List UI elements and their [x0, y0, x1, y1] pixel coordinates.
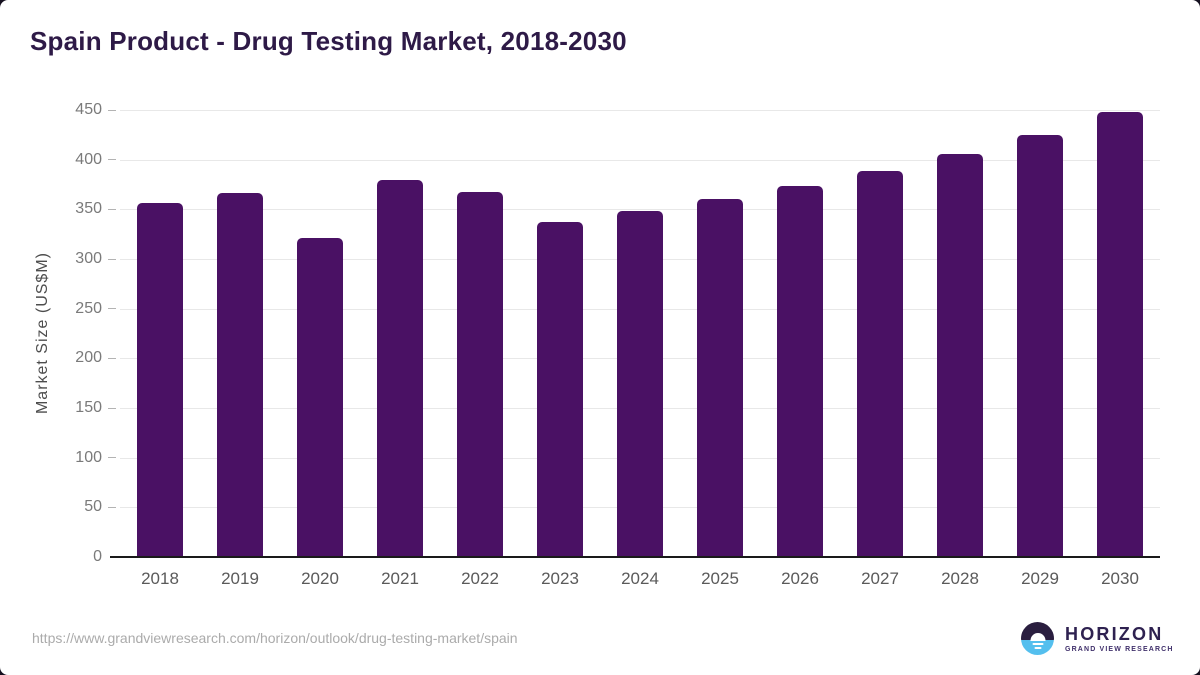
- plot-area: 2018 2019 2020 2021 2022 2023 2024 2025 2026 2027…: [75, 102, 1160, 588]
- bar-2024[interactable]: [617, 211, 663, 557]
- sun-icon: [1030, 632, 1045, 641]
- bar-slot-2025: [680, 110, 760, 557]
- bar-2019[interactable]: [217, 193, 263, 557]
- bar-slot-2024: [600, 110, 680, 557]
- x-tick-label-2023: 2023: [541, 569, 579, 588]
- x-tick-label-2030: 2030: [1101, 569, 1139, 588]
- bar-2022[interactable]: [457, 192, 503, 557]
- logo-tagline: GRAND VIEW RESEARCH: [1065, 645, 1174, 653]
- y-tick-mark-450: [108, 109, 116, 111]
- y-tick-mark-250: [108, 308, 116, 310]
- logo-name: HORIZON: [1065, 623, 1164, 644]
- x-tick-label-2020: 2020: [301, 569, 339, 588]
- bar-slot-2030: [1080, 110, 1160, 557]
- x-tick-label-2028: 2028: [941, 569, 979, 588]
- x-tick-label-2027: 2027: [861, 569, 899, 588]
- horizon-logo-text: HORIZON GRAND VIEW RESEARCH: [1065, 625, 1174, 653]
- sun-reflection-line: [1034, 646, 1041, 649]
- gridline-450: [120, 110, 1160, 111]
- y-tick-label-250: 250: [75, 299, 102, 317]
- y-axis-title-text: Market Size (US$M): [34, 252, 51, 415]
- x-tick-label-2019: 2019: [221, 569, 259, 588]
- y-tick-label-400: 400: [75, 150, 102, 168]
- y-tick-mark-100: [108, 457, 116, 459]
- gridline-400: [120, 159, 1160, 161]
- bar-series: [120, 110, 1160, 557]
- x-tick-label-2024: 2024: [621, 569, 659, 588]
- y-tick-label-50: 50: [84, 498, 102, 516]
- x-tick-label-2021: 2021: [381, 569, 419, 588]
- x-tick-label-2029: 2029: [1021, 569, 1059, 588]
- y-tick-mark-150: [108, 407, 116, 409]
- bar-slot-2021: [360, 110, 440, 557]
- x-tick-label-2018: 2018: [141, 569, 179, 588]
- y-tick-label-100: 100: [75, 448, 102, 466]
- y-tick-label-350: 350: [75, 200, 102, 218]
- x-tick-label-2022: 2022: [461, 569, 499, 588]
- x-tick-label-2025: 2025: [701, 569, 739, 588]
- bar-slot-2020: [280, 110, 360, 557]
- bar-slot-2026: [760, 110, 840, 557]
- bar-2028[interactable]: [937, 153, 983, 557]
- y-tick-mark-400: [108, 159, 116, 161]
- bar-2029[interactable]: [1017, 134, 1063, 557]
- bar-slot-2019: [200, 110, 280, 557]
- x-axis-baseline: [110, 556, 1160, 558]
- bar-2026[interactable]: [777, 185, 823, 557]
- x-axis-labels: 2018 2019 2020 2021 2022 2023 2024 2025 2026 2027…: [120, 569, 1160, 589]
- bar-2020[interactable]: [297, 238, 343, 557]
- bar-2023[interactable]: [537, 222, 583, 557]
- bar-2027[interactable]: [857, 170, 903, 557]
- bar-2018[interactable]: [137, 203, 183, 557]
- bar-2021[interactable]: [377, 179, 423, 557]
- y-tick-label-150: 150: [75, 399, 102, 417]
- y-tick-mark-300: [108, 258, 116, 260]
- sun-reflection-line: [1032, 642, 1043, 645]
- x-tick-label-2026: 2026: [781, 569, 819, 588]
- horizon-logo: HORIZON GRAND VIEW RESEARCH: [1021, 622, 1174, 655]
- y-tick-label-200: 200: [75, 349, 102, 367]
- page-title: Spain Product - Drug Testing Market, 201…: [30, 26, 627, 56]
- bar-2025[interactable]: [697, 199, 743, 557]
- bar-2030[interactable]: [1097, 112, 1143, 557]
- y-tick-label-450: 450: [75, 101, 102, 118]
- y-tick-mark-350: [108, 208, 116, 210]
- y-tick-mark-200: [108, 357, 116, 359]
- horizon-logo-icon: [1021, 622, 1054, 655]
- gridline-350: [120, 209, 1160, 211]
- bar-slot-2028: [920, 110, 1000, 557]
- y-tick-label-300: 300: [75, 250, 102, 268]
- y-tick-mark-50: [108, 506, 116, 508]
- bar-slot-2027: [840, 110, 920, 557]
- bar-slot-2018: [120, 110, 200, 557]
- bar-slot-2022: [440, 110, 520, 557]
- y-axis-title: Market Size (US$M): [30, 110, 56, 557]
- bar-slot-2023: [520, 110, 600, 557]
- y-tick-label-0: 0: [93, 548, 102, 565]
- source-url: https://www.grandviewresearch.com/horizo…: [32, 630, 518, 646]
- bar-slot-2029: [1000, 110, 1080, 557]
